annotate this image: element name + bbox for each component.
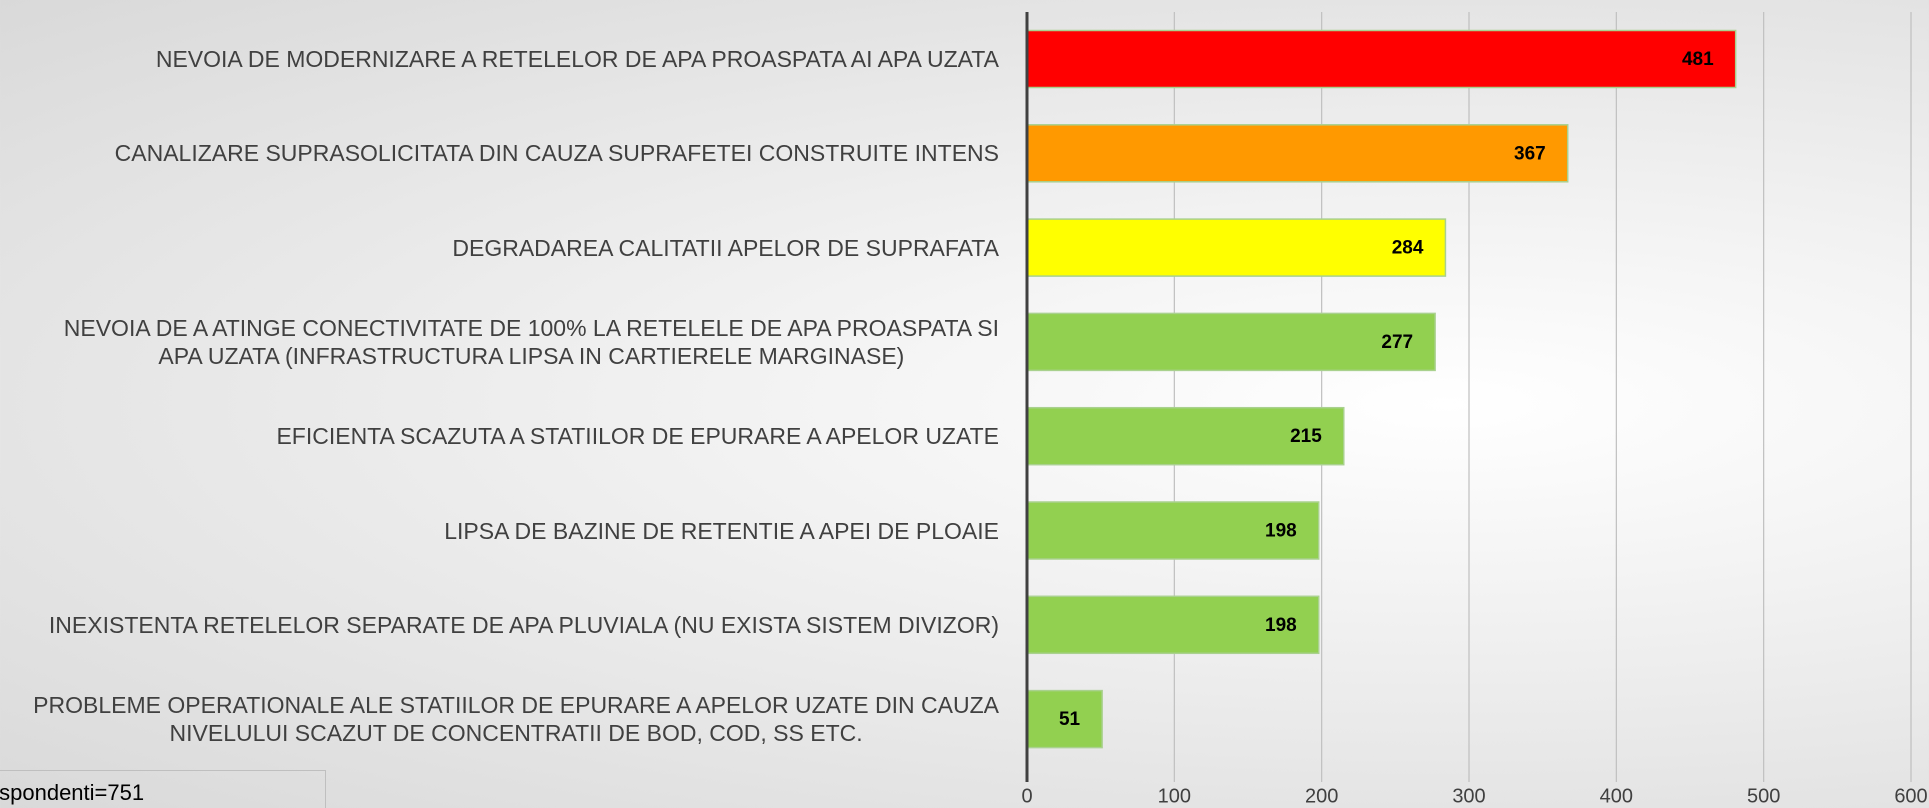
category-label: DEGRADAREA CALITATII APELOR DE SUPRAFATA: [452, 234, 999, 261]
value-label: 277: [1381, 332, 1413, 353]
x-tick-label: 600: [1894, 785, 1927, 807]
x-tick-label: 200: [1305, 785, 1338, 807]
value-label: 284: [1392, 238, 1424, 259]
value-label: 215: [1290, 426, 1322, 447]
value-label: 481: [1682, 49, 1714, 70]
x-tick-label: 0: [1021, 785, 1032, 807]
category-label: EFICIENTA SCAZUTA A STATIILOR DE EPURARE…: [276, 423, 999, 450]
value-label: 51: [1059, 709, 1081, 730]
bar: [1026, 501, 1320, 560]
bar: [1026, 29, 1737, 89]
x-tick-label: 100: [1158, 785, 1191, 807]
category-label: NEVOIA DE MODERNIZARE A RETELELOR DE APA…: [155, 46, 999, 72]
bar: [1026, 124, 1569, 183]
category-label: LIPSA DE BAZINE DE RETENTIE A APEI DE PL…: [444, 517, 999, 544]
value-label: 367: [1514, 143, 1546, 164]
bar: [1026, 595, 1320, 655]
x-tick-label: 300: [1452, 785, 1485, 807]
x-tick-label: 400: [1600, 785, 1633, 807]
value-label: 198: [1265, 521, 1297, 542]
category-label: NEVOIA DE A ATINGE CONECTIVITATE DE 100%…: [63, 314, 999, 369]
bar: [1026, 312, 1436, 372]
respondents-note: Respondenti=751: [0, 770, 326, 808]
category-label: CANALIZARE SUPRASOLICITATA DIN CAUZA SUP…: [114, 140, 999, 167]
x-tick-label: 500: [1747, 785, 1780, 807]
bar: [1026, 218, 1447, 277]
category-label: PROBLEME OPERATIONALE ALE STATIILOR DE E…: [33, 692, 999, 747]
category-label: INEXISTENTA RETELELOR SEPARATE DE APA PL…: [48, 611, 999, 638]
value-label: 198: [1265, 615, 1297, 636]
